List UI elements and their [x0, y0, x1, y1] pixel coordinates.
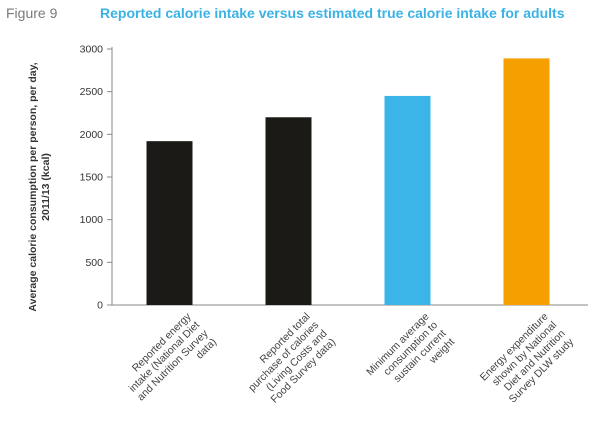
figure-label: Figure 9: [6, 5, 58, 21]
y-axis-label: Average calorie consumption per person, …: [27, 62, 52, 311]
y-tick-label: 1000: [80, 214, 104, 226]
y-tick-label: 2500: [80, 86, 104, 98]
bar: [146, 141, 193, 305]
chart-title: Reported calorie intake versus estimated…: [100, 5, 565, 21]
y-tick-label: 1500: [80, 172, 104, 184]
bar: [265, 117, 312, 306]
bars: [146, 58, 550, 306]
bar: [503, 58, 550, 306]
y-tick-labels: 0 500 1000 1500 2000 2500 3000: [80, 44, 112, 312]
y-axis-title: Average calorie consumption per person, …: [27, 62, 52, 311]
y-tick-label: 500: [85, 257, 103, 269]
y-axis-title-line: Average calorie consumption per person, …: [27, 62, 39, 311]
y-axis-title-line: 2011/13 (kcal): [40, 153, 52, 221]
y-tick-label: 0: [97, 300, 103, 312]
bar: [384, 95, 431, 305]
y-tick-label: 2000: [80, 129, 104, 141]
y-tick-label: 3000: [80, 44, 104, 56]
